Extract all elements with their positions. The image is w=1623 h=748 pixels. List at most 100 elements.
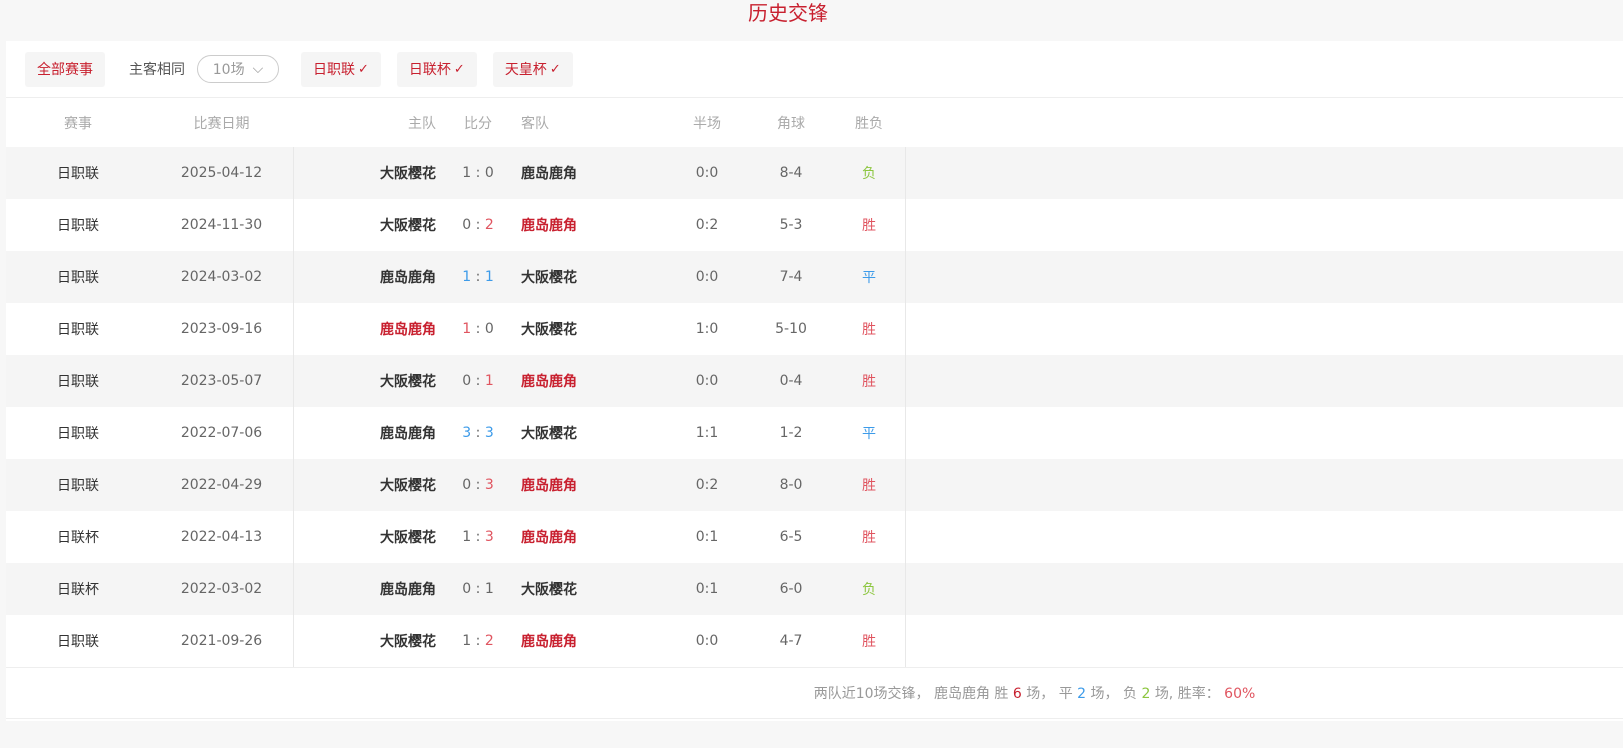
cell-home-team[interactable]: 大阪樱花 <box>380 530 436 546</box>
cell-home-team[interactable]: 鹿岛鹿角 <box>380 322 436 338</box>
summary-win-rate: 60% <box>1224 686 1256 702</box>
cell-away-team[interactable]: 鹿岛鹿角 <box>521 478 577 494</box>
cell-home-team[interactable]: 大阪樱花 <box>380 634 436 650</box>
cell-home-team[interactable]: 大阪樱花 <box>380 166 436 182</box>
cell-away-team[interactable]: 大阪樱花 <box>521 582 577 598</box>
match-list: 日职联 2025-04-12 大阪樱花 1 : 0 鹿岛鹿角 0:0 8-4 负… <box>6 147 1623 667</box>
table-header: 赛事 比赛日期 主队 比分 客队 半场 角球 胜负 <box>6 98 1623 147</box>
table-row[interactable]: 日职联 2021-09-26 大阪樱花 1 : 2 鹿岛鹿角 0:0 4-7 胜 <box>6 615 1623 667</box>
same-home-away-toggle[interactable]: 主客相同 <box>129 62 185 78</box>
cell-score: 1 : 0 <box>446 321 510 337</box>
table-row[interactable]: 日职联 2024-11-30 大阪樱花 0 : 2 鹿岛鹿角 0:2 5-3 胜 <box>6 199 1623 251</box>
cell-home-team[interactable]: 大阪樱花 <box>380 374 436 390</box>
cell-half: 0:0 <box>695 633 719 649</box>
home-score: 0 <box>462 217 472 233</box>
divider <box>905 355 906 407</box>
cell-home-team[interactable]: 大阪樱花 <box>380 218 436 234</box>
cell-score: 0 : 1 <box>446 373 510 389</box>
divider <box>905 459 906 511</box>
cell-home-team[interactable]: 大阪樱花 <box>380 478 436 494</box>
league-filter-label: 日联杯 <box>408 62 451 78</box>
league-filter-emperors-cup[interactable]: 天皇杯 ✓ <box>492 51 573 87</box>
divider <box>293 147 294 199</box>
cell-score: 0 : 2 <box>446 217 510 233</box>
cell-league: 日职联 <box>57 478 99 494</box>
cell-league: 日联杯 <box>57 530 99 546</box>
home-score: 1 <box>462 633 472 649</box>
cell-away-team[interactable]: 鹿岛鹿角 <box>521 166 577 182</box>
away-score: 3 <box>484 477 494 493</box>
cell-half: 0:1 <box>695 581 719 597</box>
summary-draws: 2 <box>1077 686 1087 702</box>
cell-home-team[interactable]: 鹿岛鹿角 <box>380 582 436 598</box>
cell-result: 负 <box>862 582 876 598</box>
cell-half: 0:0 <box>695 269 719 285</box>
summary: 两队近10场交锋， 鹿岛鹿角 胜 6 场， 平 2 场， 负 2 场, 胜率： … <box>6 667 1623 719</box>
divider <box>905 199 906 251</box>
divider <box>905 251 906 303</box>
league-filter-j1[interactable]: 日职联 ✓ <box>301 51 381 87</box>
cell-league: 日职联 <box>57 322 99 338</box>
league-filter-league-cup[interactable]: 日联杯 ✓ <box>396 51 477 87</box>
cell-corner: 5-10 <box>775 321 807 337</box>
score-separator: : <box>471 633 485 649</box>
league-filter-label: 日职联 <box>313 62 355 78</box>
cell-away-team[interactable]: 鹿岛鹿角 <box>521 530 577 546</box>
cell-away-team[interactable]: 大阪樱花 <box>521 426 577 442</box>
cell-league: 日职联 <box>57 426 99 442</box>
chevron-down-icon: ⌵ <box>252 61 264 77</box>
match-count-select[interactable]: 10场 ⌵ <box>197 55 279 83</box>
cell-date: 2022-07-06 <box>180 425 263 441</box>
table-row[interactable]: 日职联 2022-04-29 大阪樱花 0 : 3 鹿岛鹿角 0:2 8-0 胜 <box>6 459 1623 511</box>
cell-date: 2022-04-29 <box>180 477 263 493</box>
cell-away-team[interactable]: 大阪樱花 <box>521 322 577 338</box>
cell-date: 2022-04-13 <box>180 529 263 545</box>
cell-league: 日职联 <box>57 634 99 650</box>
cell-away-team[interactable]: 大阪樱花 <box>521 270 577 286</box>
cell-result: 胜 <box>862 322 876 338</box>
home-score: 1 <box>462 165 472 181</box>
cell-half: 1:1 <box>695 425 719 441</box>
table-row[interactable]: 日职联 2025-04-12 大阪樱花 1 : 0 鹿岛鹿角 0:0 8-4 负 <box>6 147 1623 199</box>
cell-away-team[interactable]: 鹿岛鹿角 <box>521 374 577 390</box>
summary-losses: 2 <box>1141 686 1151 702</box>
score-separator: : <box>471 165 485 181</box>
table-row[interactable]: 日职联 2023-09-16 鹿岛鹿角 1 : 0 大阪樱花 1:0 5-10 … <box>6 303 1623 355</box>
cell-score: 0 : 1 <box>446 581 510 597</box>
cell-league: 日联杯 <box>57 582 99 598</box>
divider <box>293 199 294 251</box>
divider <box>293 251 294 303</box>
home-score: 0 <box>462 477 472 493</box>
summary-text: 两队近10场交锋， 鹿岛鹿角 胜 <box>813 686 1009 702</box>
cell-score: 0 : 3 <box>446 477 510 493</box>
check-icon: ✓ <box>549 61 561 77</box>
home-score: 0 <box>462 581 472 597</box>
table-row[interactable]: 日职联 2024-03-02 鹿岛鹿角 1 : 1 大阪樱花 0:0 7-4 平 <box>6 251 1623 303</box>
table-row[interactable]: 日职联 2022-07-06 鹿岛鹿角 3 : 3 大阪樱花 1:1 1-2 平 <box>6 407 1623 459</box>
cell-away-team[interactable]: 鹿岛鹿角 <box>521 218 577 234</box>
cell-home-team[interactable]: 鹿岛鹿角 <box>380 426 436 442</box>
cell-corner: 6-0 <box>779 581 803 597</box>
head-to-head-panel: 全部赛事 主客相同 10场 ⌵ 日职联 ✓ 日联杯 ✓ 天皇杯 ✓ 赛事 比赛日期 主队… <box>6 41 1623 721</box>
away-score: 1 <box>484 373 494 389</box>
cell-half: 0:2 <box>695 217 719 233</box>
header-home: 主队 <box>408 115 436 132</box>
cell-result: 胜 <box>862 634 876 650</box>
cell-corner: 5-3 <box>779 217 803 233</box>
cell-home-team[interactable]: 鹿岛鹿角 <box>380 270 436 286</box>
summary-wins: 6 <box>1012 686 1022 702</box>
away-score: 0 <box>484 321 494 337</box>
cell-date: 2021-09-26 <box>180 633 263 649</box>
table-row[interactable]: 日职联 2023-05-07 大阪樱花 0 : 1 鹿岛鹿角 0:0 0-4 胜 <box>6 355 1623 407</box>
cell-corner: 8-0 <box>779 477 803 493</box>
cell-away-team[interactable]: 鹿岛鹿角 <box>521 634 577 650</box>
score-separator: : <box>471 373 485 389</box>
cell-date: 2023-09-16 <box>180 321 263 337</box>
table-row[interactable]: 日联杯 2022-04-13 大阪樱花 1 : 3 鹿岛鹿角 0:1 6-5 胜 <box>6 511 1623 563</box>
score-separator: : <box>471 321 485 337</box>
all-competitions-button[interactable]: 全部赛事 <box>25 51 105 87</box>
cell-corner: 6-5 <box>779 529 803 545</box>
divider <box>293 459 294 511</box>
table-row[interactable]: 日联杯 2022-03-02 鹿岛鹿角 0 : 1 大阪樱花 0:1 6-0 负 <box>6 563 1623 615</box>
away-score: 3 <box>484 529 494 545</box>
